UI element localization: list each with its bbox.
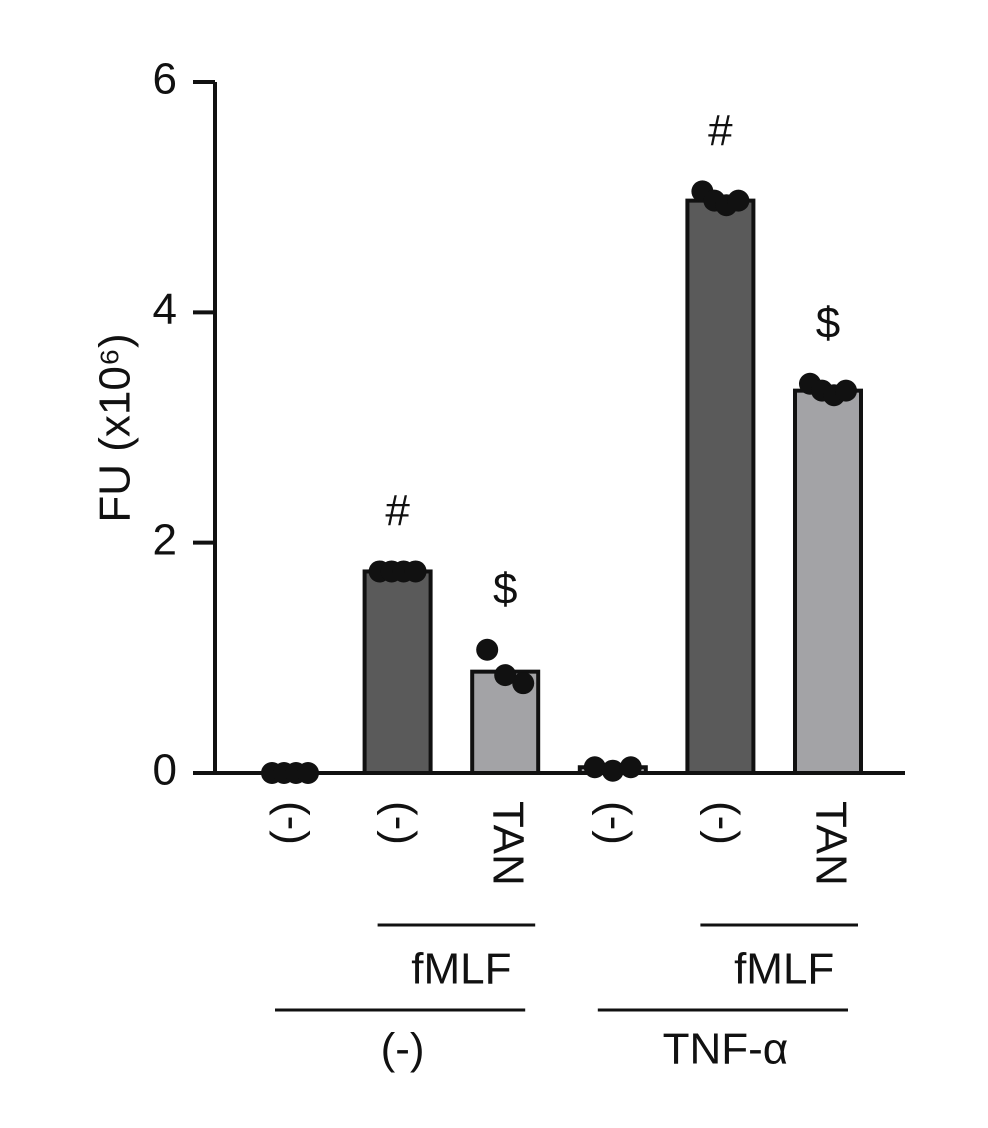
data-point	[494, 664, 517, 687]
data-point	[512, 672, 535, 695]
group-label: fMLF	[411, 945, 511, 994]
data-point	[404, 560, 427, 583]
y-tick-label: 4	[153, 285, 177, 334]
bar-label: $	[493, 564, 517, 613]
x-tick-label: TAN	[806, 801, 855, 886]
x-tick-label: (-)	[699, 801, 748, 845]
bar	[362, 569, 433, 775]
y-tick-label: 2	[153, 515, 177, 564]
bar-label: #	[708, 106, 733, 155]
outer-group-label: TNF-α	[663, 1025, 789, 1074]
bar-label: #	[385, 486, 410, 535]
y-axis-label: FU (x10⁶)	[91, 333, 140, 522]
data-point	[727, 189, 750, 212]
outer-group-label: (-)	[381, 1025, 425, 1074]
bar-label: $	[816, 298, 840, 347]
x-tick-label: (-)	[376, 801, 425, 845]
data-point	[476, 638, 499, 661]
x-tick-label: (-)	[591, 801, 640, 845]
x-tick-label: TAN	[484, 801, 533, 886]
y-tick-label: 6	[153, 55, 177, 104]
y-tick-label: 0	[153, 746, 177, 795]
data-point	[601, 759, 624, 782]
x-tick-label: (-)	[268, 801, 317, 845]
bar	[685, 198, 756, 776]
group-label: fMLF	[734, 945, 834, 994]
data-point	[835, 379, 857, 402]
bar	[793, 388, 863, 775]
